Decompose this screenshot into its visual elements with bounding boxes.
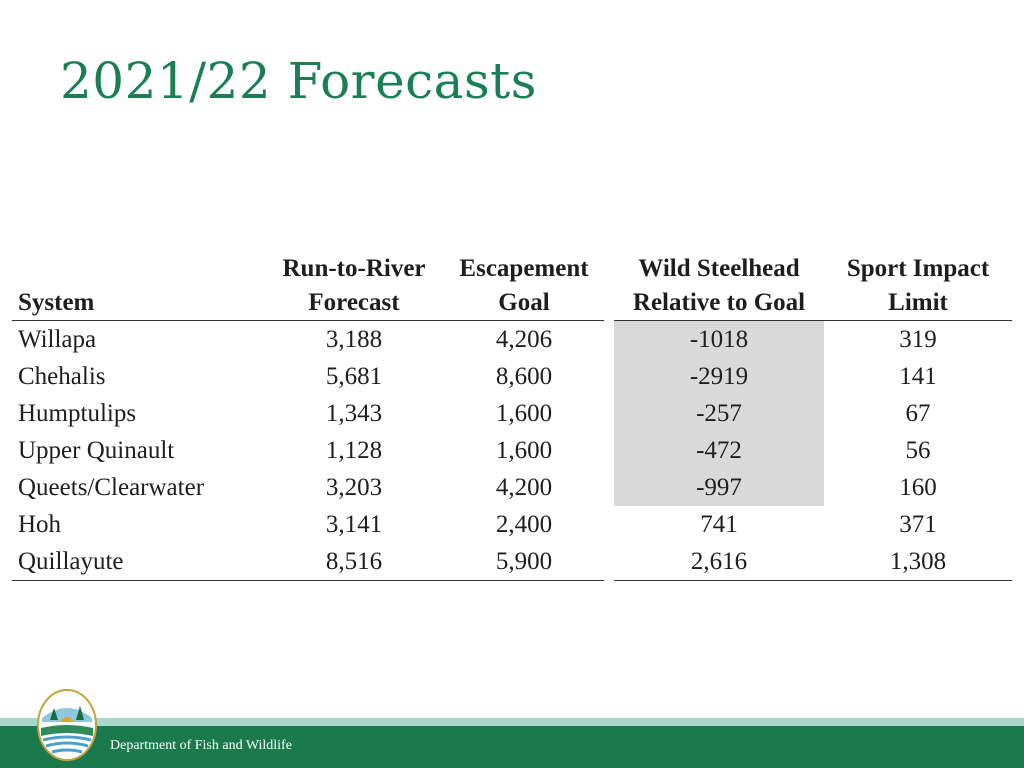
footer-text: Department of Fish and Wildlife xyxy=(110,738,292,753)
cell-gap xyxy=(604,321,614,359)
header-limit: Sport Impact Limit xyxy=(824,250,1012,321)
cell-limit: 56 xyxy=(905,437,931,464)
cell-limit: 67 xyxy=(905,400,931,427)
table-header-row: System Run-to-River Forecast Escapement … xyxy=(12,250,1012,321)
footer-accent-band xyxy=(0,718,1024,726)
cell-goal: 5,900 xyxy=(444,543,604,581)
table-row: Willapa 3,188 4,206 -1018 319 xyxy=(12,320,1012,359)
cell-gap xyxy=(604,395,614,432)
table-row: Queets/Clearwater 3,203 4,200 -997 160 xyxy=(12,469,1012,506)
table-row: Humptulips 1,343 1,600 -257 67 xyxy=(12,395,1012,432)
header-system: System xyxy=(12,250,264,321)
cell-relative: -257 xyxy=(614,395,824,432)
header-forecast-line2: Forecast xyxy=(308,289,400,316)
cell-system: Quillayute xyxy=(12,543,264,581)
cell-limit: 319 xyxy=(899,326,937,353)
cell-system: Willapa xyxy=(18,326,97,353)
cell-forecast: 5,681 xyxy=(325,363,383,390)
header-limit-line2: Limit xyxy=(888,289,948,316)
table-row: Quillayute 8,516 5,900 2,616 1,308 xyxy=(12,543,1012,581)
table-row: Chehalis 5,681 8,600 -2919 141 xyxy=(12,358,1012,395)
cell-relative: -2919 xyxy=(614,358,824,395)
cell-system: Upper Quinault xyxy=(18,437,175,464)
cell-gap xyxy=(604,358,614,395)
cell-forecast: 3,141 xyxy=(325,511,383,538)
cell-goal: 8,600 xyxy=(495,363,553,390)
cell-system: Hoh xyxy=(18,511,62,538)
cell-gap xyxy=(604,506,614,543)
cell-limit: 160 xyxy=(899,474,937,501)
cell-system: Humptulips xyxy=(18,400,137,427)
header-gap xyxy=(604,250,614,321)
cell-forecast: 3,188 xyxy=(325,326,383,353)
cell-forecast: 1,343 xyxy=(325,400,383,427)
header-forecast-line1: Run-to-River xyxy=(282,255,426,282)
header-forecast: Run-to-River Forecast xyxy=(264,250,444,321)
cell-goal: 2,400 xyxy=(495,511,553,538)
cell-forecast: 3,203 xyxy=(325,474,383,501)
cell-relative: 741 xyxy=(700,511,738,538)
header-relative-line2: Relative to Goal xyxy=(632,289,806,316)
cell-limit: 141 xyxy=(899,363,937,390)
footer-bar xyxy=(0,726,1024,768)
wdfw-logo-icon xyxy=(37,689,97,761)
header-relative-line1: Wild Steelhead xyxy=(638,255,800,282)
cell-limit: 371 xyxy=(899,511,937,538)
cell-relative: -472 xyxy=(614,432,824,469)
cell-gap xyxy=(604,543,614,581)
cell-forecast: 1,128 xyxy=(325,437,383,464)
forecast-table: System Run-to-River Forecast Escapement … xyxy=(12,250,1012,581)
cell-relative: -997 xyxy=(614,469,824,506)
cell-relative: -1018 xyxy=(614,320,824,358)
header-goal: Escapement Goal xyxy=(444,250,604,321)
cell-relative: 2,616 xyxy=(614,543,824,581)
cell-gap xyxy=(604,432,614,469)
cell-forecast: 8,516 xyxy=(264,543,444,581)
header-relative: Wild Steelhead Relative to Goal xyxy=(614,250,824,321)
table-row: Hoh 3,141 2,400 741 371 xyxy=(12,506,1012,543)
table-row: Upper Quinault 1,128 1,600 -472 56 xyxy=(12,432,1012,469)
header-goal-line2: Goal xyxy=(498,289,550,316)
cell-goal: 4,200 xyxy=(495,474,553,501)
cell-limit: 1,308 xyxy=(824,543,1012,581)
cell-system: Queets/Clearwater xyxy=(18,474,205,501)
cell-system: Chehalis xyxy=(18,363,106,390)
cell-gap xyxy=(604,469,614,506)
cell-goal: 4,206 xyxy=(495,326,553,353)
header-goal-line1: Escapement xyxy=(459,255,589,282)
cell-goal: 1,600 xyxy=(495,400,553,427)
header-limit-line1: Sport Impact xyxy=(846,255,990,282)
slide-title: 2021/22 Forecasts xyxy=(60,52,537,110)
cell-goal: 1,600 xyxy=(495,437,553,464)
